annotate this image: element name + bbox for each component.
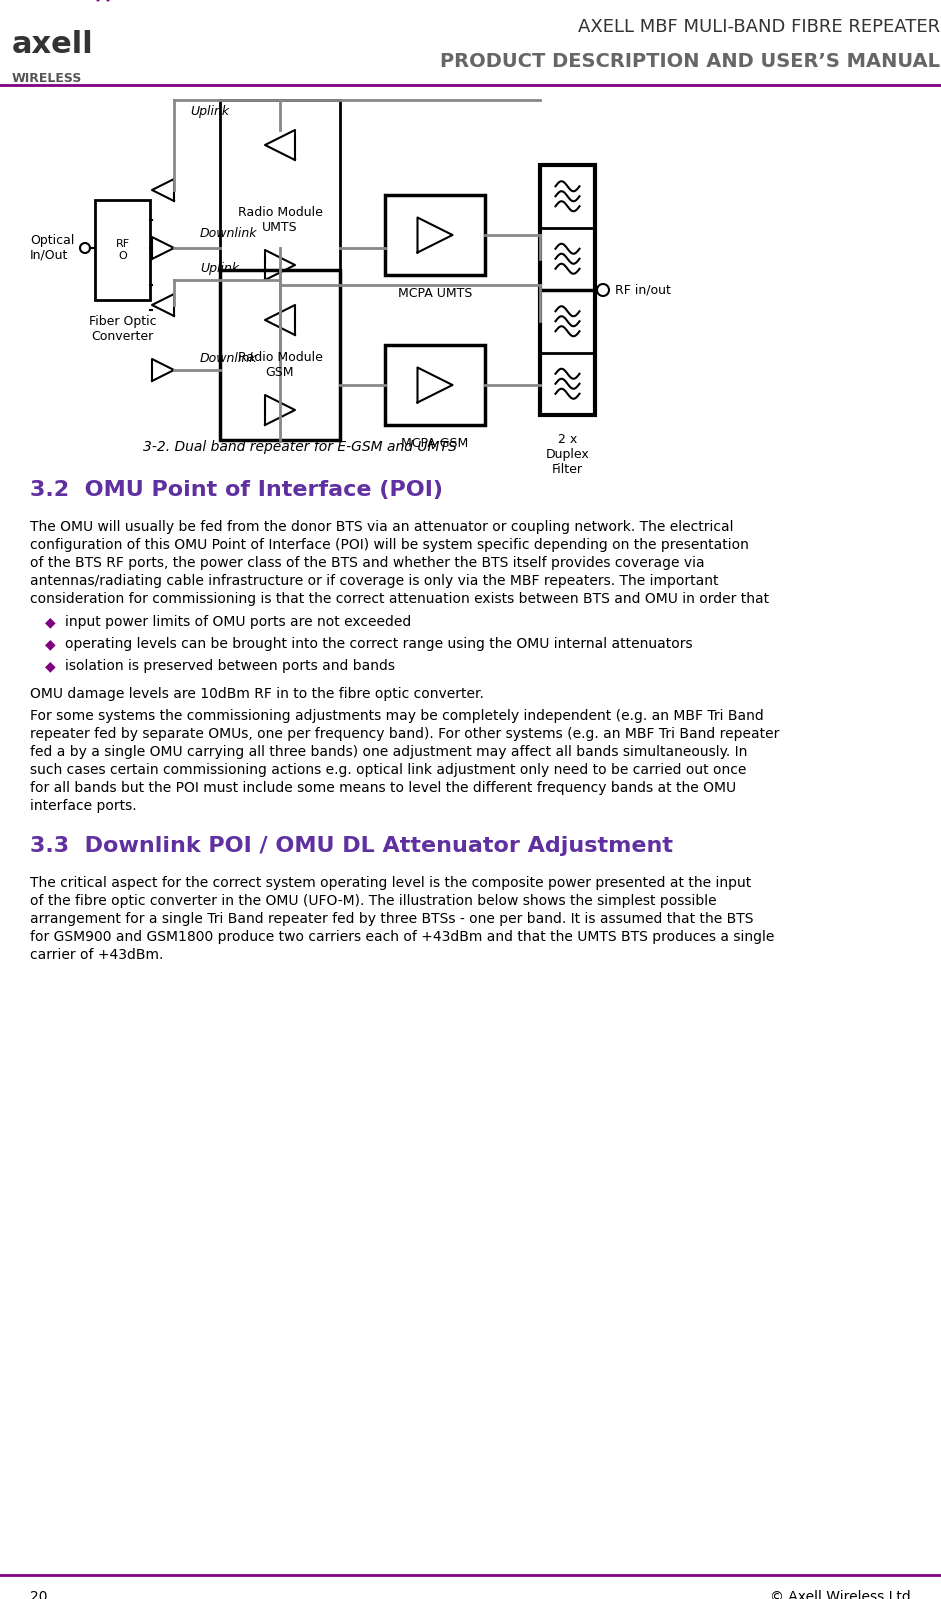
Text: The critical aspect for the correct system operating level is the composite powe: The critical aspect for the correct syst… (30, 876, 751, 891)
Text: consideration for commissioning is that the correct attenuation exists between B: consideration for commissioning is that … (30, 592, 769, 606)
Text: antennas/radiating cable infrastructure or if coverage is only via the MBF repea: antennas/radiating cable infrastructure … (30, 574, 719, 588)
Text: 3-2. Dual band repeater for E-GSM and UMTS: 3-2. Dual band repeater for E-GSM and UM… (143, 440, 457, 454)
Bar (385, 195, 485, 275)
Text: RF
O: RF O (116, 240, 130, 261)
Bar (385, 345, 485, 425)
Bar (220, 270, 340, 440)
Text: RF in/out: RF in/out (615, 283, 671, 296)
Text: ◆: ◆ (45, 616, 56, 628)
Text: ◆: ◆ (45, 636, 56, 651)
Text: 3.3  Downlink POI / OMU DL Attenuator Adjustment: 3.3 Downlink POI / OMU DL Attenuator Adj… (30, 836, 673, 855)
Text: Radio Module
GSM: Radio Module GSM (237, 352, 323, 379)
Text: axell: axell (12, 30, 94, 59)
Text: operating levels can be brought into the correct range using the OMU internal at: operating levels can be brought into the… (65, 636, 693, 651)
Text: Uplink: Uplink (200, 262, 239, 275)
Text: interface ports.: interface ports. (30, 800, 136, 812)
Text: ◆: ◆ (45, 659, 56, 673)
Text: of the fibre optic converter in the OMU (UFO-M). The illustration below shows th: of the fibre optic converter in the OMU … (30, 894, 717, 908)
Text: for all bands but the POI must include some means to level the different frequen: for all bands but the POI must include s… (30, 780, 736, 795)
Text: such cases certain commissioning actions e.g. optical link adjustment only need : such cases certain commissioning actions… (30, 763, 746, 777)
Text: MCPA UMTS: MCPA UMTS (398, 286, 472, 301)
Text: configuration of this OMU Point of Interface (POI) will be system specific depen: configuration of this OMU Point of Inter… (30, 537, 749, 552)
Text: Downlink: Downlink (200, 352, 258, 365)
Text: repeater fed by separate OMUs, one per frequency band). For other systems (e.g. : repeater fed by separate OMUs, one per f… (30, 728, 779, 740)
Text: OMU damage levels are 10dBm RF in to the fibre optic converter.: OMU damage levels are 10dBm RF in to the… (30, 688, 484, 700)
Bar (540, 165, 595, 416)
Text: fed a by a single OMU carrying all three bands) one adjustment may affect all ba: fed a by a single OMU carrying all three… (30, 745, 747, 760)
Text: PRODUCT DESCRIPTION AND USER’S MANUAL: PRODUCT DESCRIPTION AND USER’S MANUAL (440, 53, 940, 70)
Bar (220, 101, 340, 320)
Text: 20: 20 (30, 1589, 47, 1599)
Text: isolation is preserved between ports and bands: isolation is preserved between ports and… (65, 659, 395, 673)
Text: MCPA GSM: MCPA GSM (402, 437, 469, 449)
Text: Uplink: Uplink (190, 106, 229, 118)
Text: Optical
In/Out: Optical In/Out (30, 233, 74, 262)
Text: 2 x
Duplex
Filter: 2 x Duplex Filter (546, 433, 589, 477)
Text: input power limits of OMU ports are not exceeded: input power limits of OMU ports are not … (65, 616, 411, 628)
Text: for GSM900 and GSM1800 produce two carriers each of +43dBm and that the UMTS BTS: for GSM900 and GSM1800 produce two carri… (30, 931, 774, 943)
Text: © Axell Wireless Ltd: © Axell Wireless Ltd (771, 1589, 911, 1599)
Text: The OMU will usually be fed from the donor BTS via an attenuator or coupling net: The OMU will usually be fed from the don… (30, 520, 733, 534)
Text: carrier of +43dBm.: carrier of +43dBm. (30, 948, 164, 963)
Text: For some systems the commissioning adjustments may be completely independent (e.: For some systems the commissioning adjus… (30, 708, 764, 723)
Text: arrangement for a single Tri Band repeater fed by three BTSs - one per band. It : arrangement for a single Tri Band repeat… (30, 911, 754, 926)
Text: AXELL MBF MULI-BAND FIBRE REPEATER: AXELL MBF MULI-BAND FIBRE REPEATER (578, 18, 940, 37)
Text: of the BTS RF ports, the power class of the BTS and whether the BTS itself provi: of the BTS RF ports, the power class of … (30, 556, 705, 569)
Bar (95, 200, 150, 301)
Text: Radio Module
UMTS: Radio Module UMTS (237, 206, 323, 233)
Text: Downlink: Downlink (200, 227, 258, 240)
Text: 3.2  OMU Point of Interface (POI): 3.2 OMU Point of Interface (POI) (30, 480, 443, 500)
Text: Fiber Optic
Converter: Fiber Optic Converter (88, 315, 156, 344)
Text: WIRELESS: WIRELESS (12, 72, 83, 85)
